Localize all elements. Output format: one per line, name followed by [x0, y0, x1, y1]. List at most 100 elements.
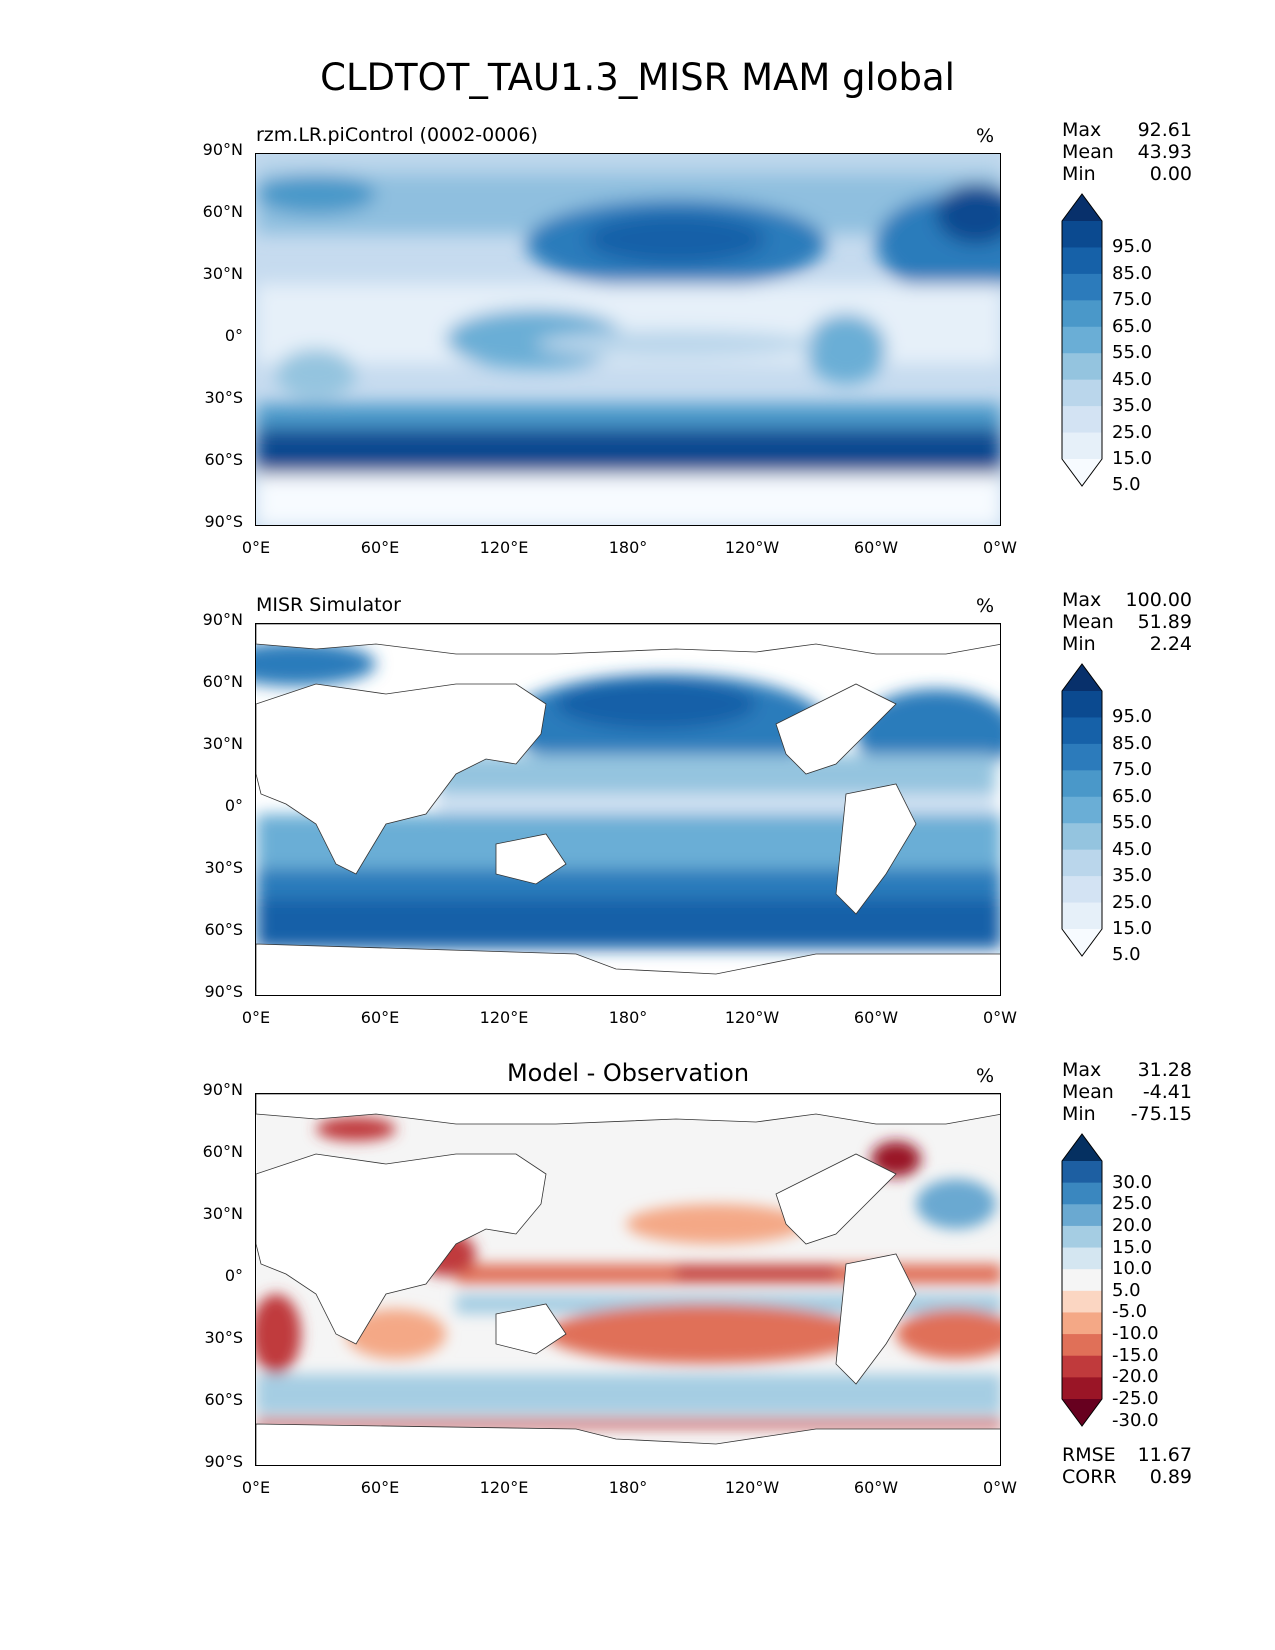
colorbar-segment	[1062, 1161, 1102, 1184]
colorbar-extend-top	[1062, 1134, 1102, 1161]
colorbar-tick-label: 85.0	[1112, 732, 1153, 754]
y-tick-label: 60°N	[202, 672, 243, 691]
stat-max: 92.61	[1137, 119, 1192, 141]
colorbar-segment	[1062, 717, 1102, 745]
x-tick-label: 60°W	[853, 538, 899, 557]
x-tick-label: 0°E	[241, 538, 271, 557]
stat-label: Min	[1062, 633, 1096, 655]
panel-title: rzm.LR.piControl (0002-0006)	[256, 124, 538, 146]
y-tick-label: 30°N	[202, 1204, 243, 1223]
y-tick-label: 30°S	[204, 1328, 243, 1347]
panel-model: rzm.LR.piControl (0002-0006) %	[0, 119, 1275, 580]
colorbar-segment	[1062, 1182, 1102, 1205]
map-plot	[255, 1093, 1001, 1466]
colorbar	[1061, 193, 1103, 487]
colorbar-tick-label: 5.0	[1112, 944, 1141, 966]
colorbar-segment	[1062, 902, 1102, 930]
x-tick-label: 120°W	[724, 1478, 780, 1497]
metric-label: CORR	[1062, 1466, 1117, 1488]
y-tick-label: 90°S	[204, 1452, 243, 1471]
colorbar-segment	[1062, 796, 1102, 824]
colorbar-segment	[1062, 1225, 1102, 1249]
colorbar-tick-label: 65.0	[1112, 315, 1153, 337]
land-mask	[256, 624, 1000, 995]
colorbar-segment	[1062, 432, 1102, 460]
x-tick-label: 0°E	[241, 1008, 271, 1027]
y-tick-label: 60°N	[202, 1142, 243, 1161]
colorbar-tick-label: -30.0	[1112, 1409, 1159, 1431]
colorbar-segment	[1062, 221, 1102, 248]
y-tick-label: 30°N	[202, 734, 243, 753]
colorbar-segment	[1062, 1312, 1102, 1335]
stat-label: Mean	[1062, 1081, 1114, 1103]
x-tick-label: 120°W	[724, 538, 780, 557]
colorbar-extend-top	[1062, 664, 1102, 691]
x-tick-label: 0°W	[983, 538, 1017, 557]
colorbar-segment	[1062, 247, 1102, 275]
stat-label: Mean	[1062, 611, 1114, 633]
land-mask	[256, 1094, 1000, 1465]
colorbar-tick-label: 15.0	[1112, 918, 1153, 939]
colorbar-tick-label: -10.0	[1112, 1323, 1159, 1345]
colorbar-tick-label: -20.0	[1112, 1366, 1159, 1388]
colorbar-extend-bottom	[1062, 459, 1102, 486]
colorbar-tick-label: 25.0	[1112, 421, 1153, 443]
colorbar-segment	[1062, 353, 1102, 381]
colorbar-segment	[1062, 1269, 1102, 1292]
stat-min: 0.00	[1149, 163, 1192, 185]
colorbar-segment	[1062, 300, 1102, 328]
x-tick-label: 180°	[608, 538, 648, 557]
metric-label: RMSE	[1062, 1444, 1116, 1466]
stat-label: Mean	[1062, 141, 1114, 163]
x-tick-label: 60°W	[853, 1478, 899, 1497]
map-plot	[255, 623, 1001, 996]
colorbar-segment	[1062, 691, 1102, 718]
y-tick-label: 60°S	[204, 450, 243, 469]
x-tick-label: 60°E	[360, 1008, 400, 1027]
x-tick-label: 0°W	[983, 1008, 1017, 1027]
units-label: %	[976, 595, 995, 617]
panel-title: Model - Observation	[506, 1059, 750, 1087]
colorbar-tick-label: 35.0	[1112, 395, 1153, 417]
y-tick-label: 0°	[224, 1266, 243, 1285]
x-tick-label: 120°E	[479, 1008, 529, 1027]
y-tick-label: 30°N	[202, 264, 243, 283]
colorbar-outline	[1061, 193, 1103, 487]
colorbar-segment	[1062, 1247, 1102, 1270]
y-tick-label: 30°S	[204, 388, 243, 407]
colorbar-tick-label: 85.0	[1112, 262, 1153, 284]
colorbar-segment	[1062, 1290, 1102, 1313]
cloud-field	[256, 642, 1000, 949]
colorbar	[1061, 663, 1103, 957]
colorbar-tick-label: 95.0	[1112, 236, 1153, 258]
x-tick-label: 120°E	[479, 538, 529, 557]
y-tick-label: 90°S	[204, 982, 243, 1001]
colorbar-tick-label: 15.0	[1112, 1236, 1153, 1258]
colorbar-tick-label: 25.0	[1112, 1193, 1153, 1215]
stat-label: Min	[1062, 163, 1096, 185]
y-tick-label: 90°N	[202, 140, 243, 159]
y-tick-label: 30°S	[204, 858, 243, 877]
x-tick-label: 180°	[608, 1478, 648, 1497]
colorbar-segment	[1062, 273, 1102, 301]
colorbar-tick-label: 65.0	[1112, 785, 1153, 807]
y-tick-label: 90°S	[204, 512, 243, 531]
cloud-field	[256, 154, 1000, 525]
panel-difference: Model - Observation %	[0, 1059, 1275, 1520]
stat-label: Min	[1062, 1103, 1096, 1125]
metric-rmse: 11.67	[1137, 1444, 1192, 1466]
colorbar-tick-label: 20.0	[1112, 1214, 1153, 1236]
colorbar-segment	[1062, 379, 1102, 407]
x-tick-label: 0°W	[983, 1478, 1017, 1497]
colorbar-tick-label: -25.0	[1112, 1388, 1159, 1409]
colorbar-segment	[1062, 1204, 1102, 1227]
page-title: CLDTOT_TAU1.3_MISR MAM global	[320, 56, 955, 99]
stat-min: 2.24	[1149, 633, 1192, 655]
colorbar-tick-label: 45.0	[1112, 368, 1153, 390]
stat-mean: -4.41	[1142, 1081, 1192, 1103]
colorbar-segment	[1062, 1377, 1102, 1400]
colorbar-segment	[1062, 876, 1102, 904]
x-tick-label: 120°E	[479, 1478, 529, 1497]
y-tick-label: 60°S	[204, 920, 243, 939]
colorbar-segment	[1062, 406, 1102, 434]
